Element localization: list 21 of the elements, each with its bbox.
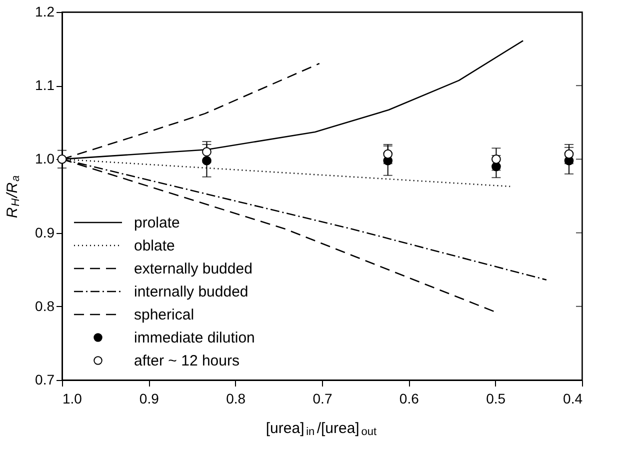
x-tick-label: 0.5 (486, 390, 506, 406)
legend-label: spherical (134, 306, 194, 324)
x-tick-label: 0.6 (399, 390, 420, 406)
y-tick-label: 1.2 (35, 4, 55, 20)
y-tick-label: 0.8 (35, 298, 55, 314)
legend-label: externally budded (134, 260, 252, 278)
y-tick-label: 1.0 (35, 150, 55, 167)
y-tick-label: 0.9 (35, 224, 55, 240)
legend-label: oblate (134, 238, 175, 254)
x-tick-label: 0.7 (312, 390, 332, 406)
y-axis-title: RH/Ra (4, 175, 22, 218)
legend-label: internally budded (134, 284, 248, 300)
x-tick-label: 0.8 (226, 390, 246, 406)
y-tick-label: 0.7 (35, 372, 55, 388)
x-tick-label: 0.4 (563, 390, 583, 406)
x-tick-label: 1.0 (62, 390, 82, 406)
legend-label: prolate (134, 214, 180, 232)
legend-label: immediate dilution (134, 330, 255, 346)
y-tick-label: 1.1 (35, 77, 55, 94)
legend-label: after ~ 12 hours (134, 352, 240, 370)
x-tick-label: 0.9 (139, 390, 160, 406)
